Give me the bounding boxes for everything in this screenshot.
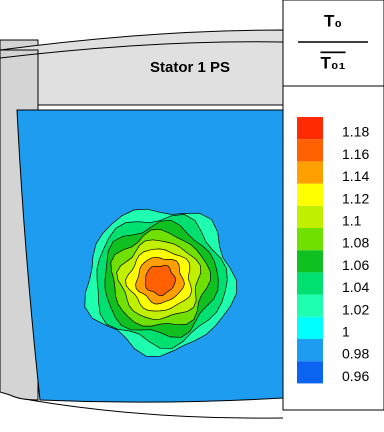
colorbar-swatch: [297, 139, 323, 162]
contour-region: [145, 264, 176, 297]
colorbar-label: 1.16: [342, 146, 369, 162]
legend-numerator: T₀: [324, 11, 342, 30]
colorbar-label: 1.14: [342, 168, 369, 184]
colorbar-label: 1.1: [342, 212, 362, 228]
colorbar-swatch: [297, 316, 323, 339]
chart-title: Stator 1 PS: [150, 59, 230, 76]
colorbar-label: 1.12: [342, 190, 369, 206]
colorbar-label: 1.18: [342, 124, 369, 140]
colorbar-swatch: [297, 183, 323, 206]
colorbar-swatch: [297, 339, 323, 362]
colorbar-swatch: [297, 250, 323, 273]
colorbar-swatch: [297, 228, 323, 251]
legend-denominator: T₀₁: [320, 53, 345, 72]
colorbar-swatch: [297, 117, 323, 140]
colorbar-label: 1: [342, 323, 350, 339]
colorbar-label: 1.04: [342, 279, 369, 295]
colorbar-label: 1.08: [342, 235, 369, 251]
colorbar-label: 0.96: [342, 368, 369, 384]
contour-plot: [16, 109, 284, 403]
colorbar-swatch: [297, 361, 323, 384]
colorbar-swatch: [297, 205, 323, 228]
colorbar: 0.96 0.98 1 1.02 1.04 1.06 1.08 1.1 1.12 1.14 1.16…: [297, 117, 369, 384]
colorbar-swatch: [297, 161, 323, 184]
colorbar-label: 0.98: [342, 346, 369, 362]
colorbar-swatch: [297, 272, 323, 295]
colorbar-swatch: [297, 294, 323, 317]
colorbar-label: 1.06: [342, 257, 369, 273]
colorbar-label: 1.02: [342, 301, 369, 317]
